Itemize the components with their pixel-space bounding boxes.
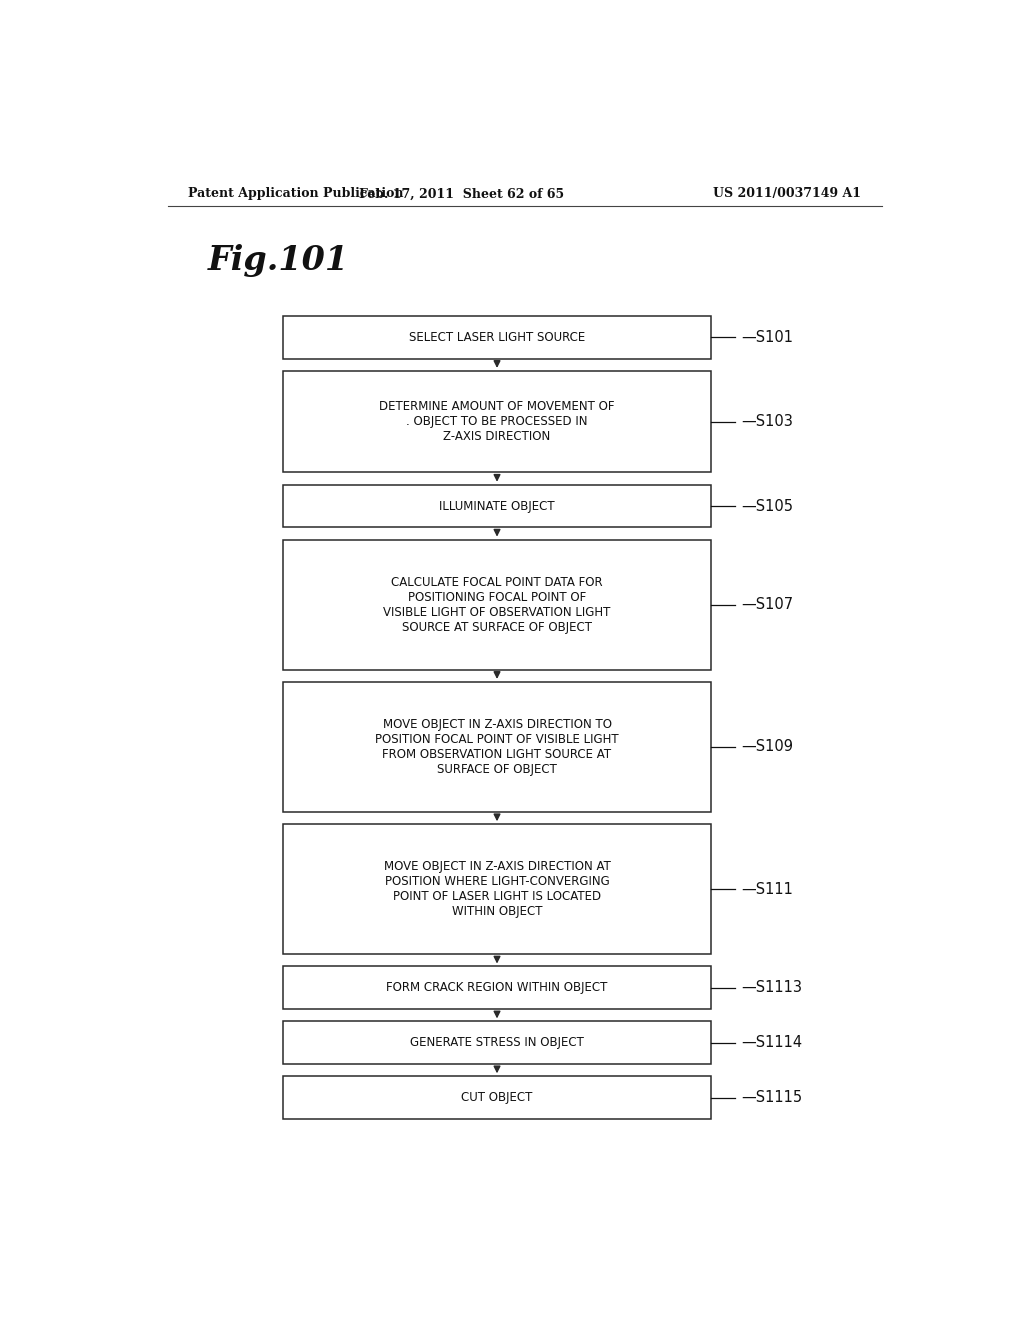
- Text: —S109: —S109: [741, 739, 794, 755]
- Text: —S1113: —S1113: [741, 981, 803, 995]
- Text: —S103: —S103: [741, 414, 794, 429]
- Text: US 2011/0037149 A1: US 2011/0037149 A1: [713, 187, 861, 201]
- Text: DETERMINE AMOUNT OF MOVEMENT OF
. OBJECT TO BE PROCESSED IN
Z-AXIS DIRECTION: DETERMINE AMOUNT OF MOVEMENT OF . OBJECT…: [379, 400, 614, 444]
- Text: Patent Application Publication: Patent Application Publication: [187, 187, 403, 201]
- Text: Feb. 17, 2011  Sheet 62 of 65: Feb. 17, 2011 Sheet 62 of 65: [358, 187, 564, 201]
- Text: —S111: —S111: [741, 882, 794, 896]
- Text: Fig.101: Fig.101: [207, 244, 348, 277]
- Bar: [283, 484, 712, 528]
- Text: —S105: —S105: [741, 499, 794, 513]
- Text: —S1115: —S1115: [741, 1090, 803, 1105]
- Bar: [283, 682, 712, 812]
- Text: —S1114: —S1114: [741, 1035, 803, 1051]
- Text: CUT OBJECT: CUT OBJECT: [462, 1092, 532, 1104]
- Bar: [283, 1076, 712, 1119]
- Text: —S107: —S107: [741, 597, 794, 612]
- Text: MOVE OBJECT IN Z-AXIS DIRECTION AT
POSITION WHERE LIGHT-CONVERGING
POINT OF LASE: MOVE OBJECT IN Z-AXIS DIRECTION AT POSIT…: [384, 861, 610, 919]
- Bar: [283, 824, 712, 954]
- Text: GENERATE STRESS IN OBJECT: GENERATE STRESS IN OBJECT: [410, 1036, 584, 1049]
- Bar: [283, 540, 712, 669]
- Text: CALCULATE FOCAL POINT DATA FOR
POSITIONING FOCAL POINT OF
VISIBLE LIGHT OF OBSER: CALCULATE FOCAL POINT DATA FOR POSITIONI…: [383, 576, 610, 634]
- Text: MOVE OBJECT IN Z-AXIS DIRECTION TO
POSITION FOCAL POINT OF VISIBLE LIGHT
FROM OB: MOVE OBJECT IN Z-AXIS DIRECTION TO POSIT…: [375, 718, 618, 776]
- Text: FORM CRACK REGION WITHIN OBJECT: FORM CRACK REGION WITHIN OBJECT: [386, 981, 607, 994]
- Text: ILLUMINATE OBJECT: ILLUMINATE OBJECT: [439, 499, 555, 512]
- Bar: [283, 315, 712, 359]
- Bar: [283, 1022, 712, 1064]
- Bar: [283, 371, 712, 473]
- Text: —S101: —S101: [741, 330, 794, 345]
- Bar: [283, 966, 712, 1008]
- Text: SELECT LASER LIGHT SOURCE: SELECT LASER LIGHT SOURCE: [409, 331, 585, 343]
